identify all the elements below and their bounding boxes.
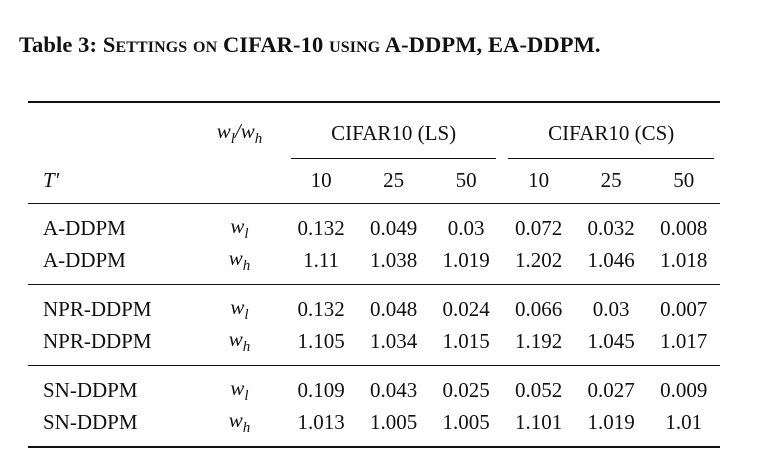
wl-wh-label: wl/wh: [216, 118, 263, 147]
header-row-groups: wl/wh CIFAR10 (LS) CIFAR10 (CS): [28, 101, 720, 159]
value-cell: 0.132: [284, 284, 358, 325]
table-row: NPR-DDPM wl 0.132 0.048 0.024 0.066 0.03 0.007: [28, 284, 720, 325]
value-cell: 0.032: [574, 203, 648, 244]
value-cell: 1.11: [303, 247, 340, 272]
value-cell: 0.03: [574, 284, 648, 325]
table-row: A-DDPM wh 1.11 1.038 1.019 1.202 1.046 1.018: [28, 244, 720, 285]
value-cell: 0.025: [429, 365, 503, 406]
value-cell: 0.066: [502, 284, 575, 325]
value-cell: 1.038: [369, 247, 418, 272]
method-cell: SN-DDPM: [28, 365, 195, 406]
value-cell: 1.017: [660, 328, 708, 353]
col-header: 50: [455, 167, 477, 192]
value-cell: 1.105: [297, 328, 345, 353]
caption-smallcaps-2: using: [329, 32, 381, 57]
t-prime-header: T′: [43, 167, 60, 192]
col-header: 10: [310, 167, 332, 192]
value-cell: 1.018: [660, 247, 708, 272]
table-row: NPR-DDPM wh 1.105 1.034 1.015 1.192 1.045 1.017: [28, 325, 720, 366]
weight-cell: wh: [228, 326, 251, 355]
value-cell: 1.005: [429, 406, 503, 448]
value-cell: 1.015: [442, 328, 490, 353]
weight-cell: wl: [194, 203, 285, 244]
value-cell: 0.043: [357, 365, 430, 406]
value-cell: 0.052: [502, 365, 575, 406]
value-cell: 0.109: [284, 365, 358, 406]
value-cell: 1.013: [284, 406, 358, 448]
table-row: A-DDPM wl 0.132 0.049 0.03 0.072 0.032 0.008: [28, 203, 720, 244]
table-row: SN-DDPM wh 1.013 1.005 1.005 1.101 1.019 1.01: [28, 406, 720, 448]
weight-cell: wh: [194, 406, 285, 448]
value-cell: 0.049: [357, 203, 430, 244]
settings-table: wl/wh CIFAR10 (LS) CIFAR10 (CS) T′ 10 25…: [28, 101, 720, 448]
caption-methods: A-DDPM, EA-DDPM.: [380, 32, 601, 57]
caption-prefix: Table 3:: [19, 32, 103, 57]
value-cell: 0.024: [429, 284, 503, 325]
group-header-cs: CIFAR10 (CS): [502, 101, 720, 159]
value-cell: 1.202: [515, 247, 563, 272]
value-cell: 0.072: [502, 203, 575, 244]
method-cell: SN-DDPM: [28, 406, 195, 448]
value-cell: 1.019: [574, 406, 648, 448]
table-row: SN-DDPM wl 0.109 0.043 0.025 0.052 0.027 0.009: [28, 365, 720, 406]
value-cell: 0.03: [429, 203, 503, 244]
caption-dataset: CIFAR-10: [217, 32, 330, 57]
value-cell: 1.046: [587, 247, 635, 272]
weight-cell: wh: [228, 245, 251, 274]
method-cell: NPR-DDPM: [28, 284, 195, 325]
method-cell: A-DDPM: [28, 203, 195, 244]
group-header-ls: CIFAR10 (LS): [284, 101, 503, 159]
value-cell: 0.027: [574, 365, 648, 406]
value-cell: 0.048: [357, 284, 430, 325]
method-cell: NPR-DDPM: [43, 328, 152, 353]
weight-cell: wl: [194, 365, 285, 406]
value-cell: 0.132: [284, 203, 358, 244]
value-cell: 1.01: [647, 406, 720, 448]
col-header: 50: [673, 167, 695, 192]
col-header: 25: [383, 167, 405, 192]
header-row-steps: T′ 10 25 50 10 25 50: [28, 157, 720, 204]
value-cell: 0.008: [647, 203, 720, 244]
value-cell: 1.034: [369, 328, 418, 353]
value-cell: 1.019: [442, 247, 490, 272]
value-cell: 1.101: [502, 406, 575, 448]
value-cell: 0.007: [647, 284, 720, 325]
col-header: 10: [528, 167, 550, 192]
value-cell: 1.005: [357, 406, 430, 448]
value-cell: 0.009: [647, 365, 720, 406]
value-cell: 1.045: [587, 328, 635, 353]
value-cell: 1.192: [515, 328, 563, 353]
caption-smallcaps-1: Settings on: [102, 32, 218, 57]
col-header: 25: [600, 167, 622, 192]
weight-cell: wl: [194, 284, 285, 325]
table-caption: Table 3: Settings on CIFAR-10 using A-DD…: [19, 32, 601, 58]
wl-wh-header: wl/wh: [194, 101, 285, 157]
method-cell: A-DDPM: [43, 247, 126, 272]
